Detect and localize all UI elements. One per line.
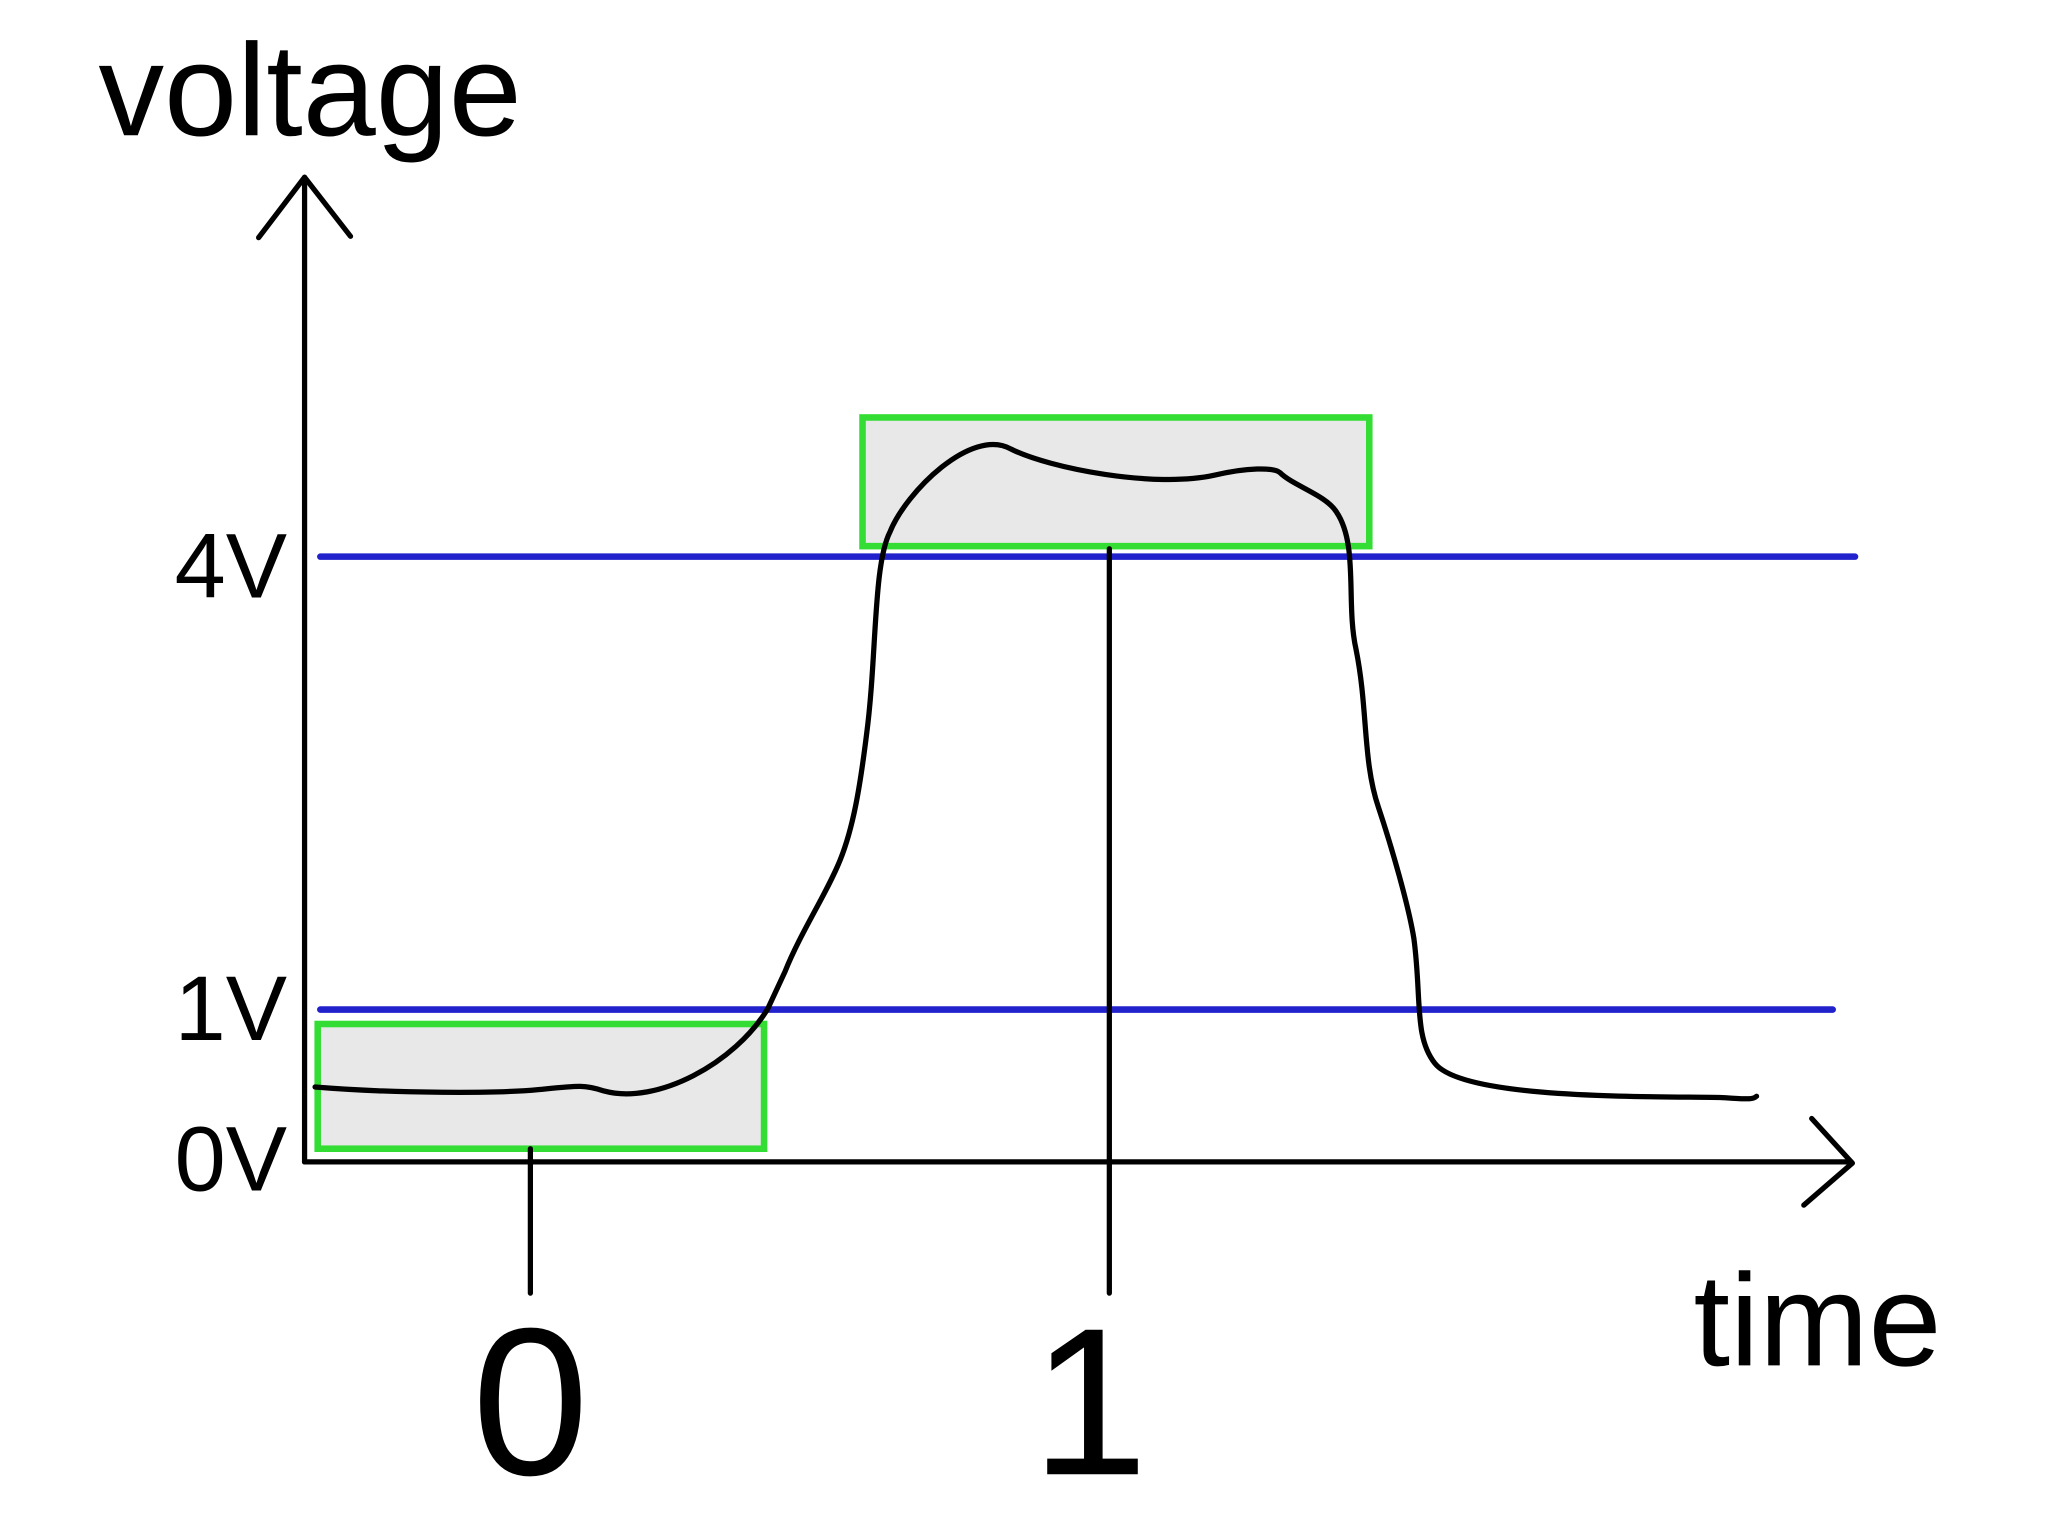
waveform <box>312 441 1760 1102</box>
x-axis-arrow <box>1801 1115 1856 1208</box>
level-label: 1V <box>175 958 287 1060</box>
level-label: 0V <box>175 1109 287 1211</box>
level-label: 4V <box>175 515 287 617</box>
bit-label: 1 <box>1031 1284 1148 1519</box>
x-axis-label: time <box>1694 1246 1942 1393</box>
low-band <box>314 1020 768 1152</box>
high-band <box>859 414 1373 550</box>
y-axis-label: voltage <box>98 16 521 163</box>
y-axis-arrow <box>256 174 354 241</box>
bit-label: 0 <box>472 1284 589 1519</box>
